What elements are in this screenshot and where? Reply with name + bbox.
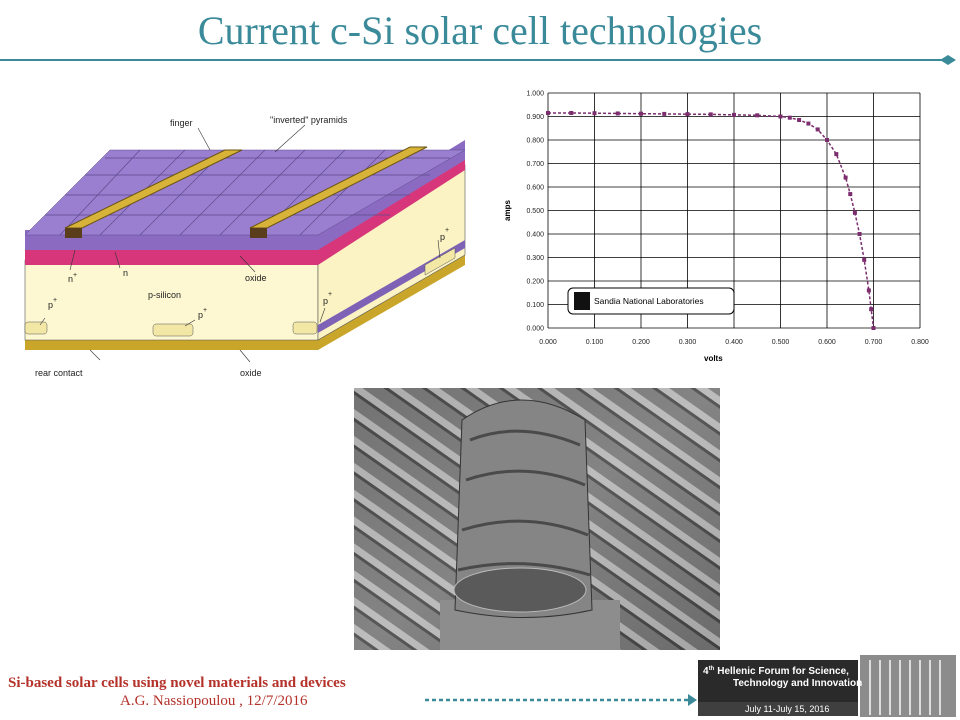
label-rear-contact: rear contact — [35, 368, 83, 378]
data-point — [778, 114, 783, 119]
label-p-silicon: p-silicon — [148, 290, 181, 300]
label-n: n — [123, 268, 128, 278]
logo-num: 4 — [703, 666, 709, 677]
cell-diagram — [24, 124, 466, 363]
y-tick-label: 0.300 — [526, 255, 544, 262]
data-point — [815, 127, 820, 132]
data-point — [843, 175, 848, 180]
x-tick-label: 0.600 — [818, 339, 836, 346]
x-tick-label: 0.500 — [772, 339, 790, 346]
data-point — [615, 111, 620, 116]
data-point — [825, 138, 829, 142]
data-point — [806, 121, 811, 126]
label-base: n — [68, 274, 73, 284]
data-point — [569, 110, 574, 115]
data-point — [866, 288, 871, 293]
logo-dates: July 11-July 15, 2016 — [745, 704, 829, 714]
x-tick-label: 0.200 — [632, 339, 650, 346]
annotation-box — [567, 287, 735, 315]
slide-title: Current c-Si solar cell technologies — [198, 8, 762, 53]
label-p-plus: p+ — [323, 291, 332, 306]
data-point — [732, 112, 736, 117]
label-sup: + — [203, 307, 207, 314]
label-oxide-top: oxide — [245, 273, 267, 283]
logo-line1: Hellenic Forum for Science, — [717, 666, 849, 677]
label-finger: finger — [170, 118, 193, 128]
logo-title: 4th Hellenic Forum for Science, — [703, 666, 849, 677]
forum-logo — [698, 655, 956, 717]
y-tick-label: 0.200 — [526, 279, 544, 286]
data-point — [862, 257, 867, 262]
label-sup: + — [53, 297, 57, 304]
label-p-plus: p+ — [198, 307, 207, 320]
data-point — [592, 111, 597, 116]
label-p-plus: p+ — [48, 297, 57, 310]
data-point — [857, 232, 862, 236]
y-tick-label: 0.900 — [526, 114, 544, 121]
label-p-plus: p+ — [440, 227, 449, 242]
x-tick-label: 0.700 — [865, 339, 883, 346]
logo-ord: th — [709, 666, 715, 672]
label-sup: + — [445, 227, 449, 234]
label-sup: + — [328, 291, 332, 298]
data-point — [685, 112, 690, 117]
y-tick-label: 0.400 — [526, 232, 544, 239]
data-point — [755, 113, 760, 118]
logo-line2: Technology and Innovation — [733, 678, 862, 689]
footer-topic: Si-based solar cells using novel materia… — [8, 675, 346, 691]
label-base: p — [323, 296, 328, 306]
arrow-head — [688, 694, 697, 706]
footer-author: A.G. Nassiopoulou , 12/7/2016 — [120, 693, 308, 709]
label-sup: + — [73, 272, 77, 279]
rule-end — [940, 55, 956, 65]
annotation: Sandia National Laboratories — [594, 296, 704, 306]
data-point — [708, 112, 713, 117]
data-point — [848, 192, 853, 197]
sem-photo — [354, 388, 720, 650]
data-point — [639, 111, 643, 116]
iv-chart: 0.000 0.100 0.200 0.300 0.400 0.500 0.600 0.700… — [503, 91, 929, 364]
x-tick-label: 0.400 — [725, 339, 743, 346]
data-point — [662, 111, 667, 116]
x-axis-label: volts — [704, 354, 723, 363]
label-oxide-bottom: oxide — [240, 368, 262, 378]
y-tick-label: 0.100 — [526, 302, 544, 309]
label-base: p — [440, 232, 445, 242]
y-tick-label: 0.600 — [526, 185, 544, 192]
label-n-plus: n+ — [68, 272, 77, 284]
data-point — [797, 118, 802, 123]
label-pyramids: "inverted" pyramids — [270, 115, 348, 125]
x-tick-label: 0.300 — [679, 339, 697, 346]
y-tick-label: 0.800 — [526, 138, 544, 145]
y-axis-label: amps — [503, 200, 512, 221]
x-tick-label: 0.800 — [911, 339, 929, 346]
y-tick-label: 0.000 — [526, 326, 544, 333]
x-tick-label: 0.100 — [586, 339, 604, 346]
data-point — [852, 210, 857, 215]
label-base: p — [48, 300, 53, 310]
data-point — [869, 307, 874, 312]
data-point — [787, 115, 792, 120]
label-base: p — [198, 310, 203, 320]
data-point — [546, 110, 550, 115]
x-tick-label: 0.000 — [539, 339, 557, 346]
y-tick-label: 1.000 — [526, 91, 544, 98]
y-tick-label: 0.700 — [526, 161, 544, 168]
y-tick-label: 0.500 — [526, 208, 544, 215]
data-point — [834, 152, 839, 157]
annotation-icon — [574, 292, 590, 310]
data-point — [871, 326, 876, 330]
